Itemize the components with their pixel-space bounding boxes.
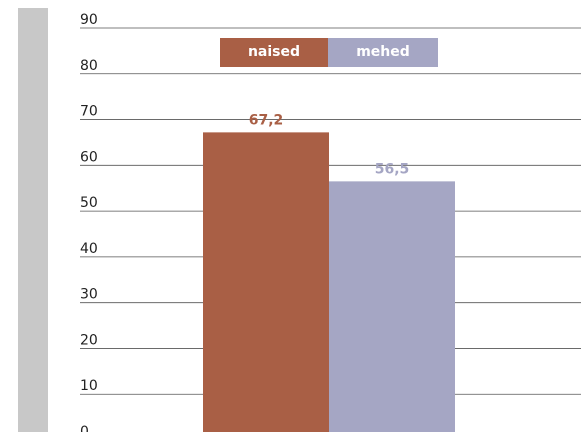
y-tick-label: 80 xyxy=(80,58,98,74)
bar xyxy=(329,181,455,432)
legend-label: naised xyxy=(248,44,300,60)
legend-label: mehed xyxy=(356,44,410,60)
y-tick-label: 30 xyxy=(80,287,98,303)
y-tick-label: 10 xyxy=(80,378,98,394)
y-tick-label: 90 xyxy=(80,12,98,28)
y-tick-label: 50 xyxy=(80,195,98,211)
y-tick-label: 70 xyxy=(80,104,98,120)
side-panel xyxy=(18,8,48,432)
y-tick-label: 20 xyxy=(80,332,98,348)
bar xyxy=(203,132,329,432)
legend-swatch xyxy=(220,38,328,67)
value-label: 67,2 xyxy=(249,112,284,128)
y-tick-label: 40 xyxy=(80,241,98,257)
legend-swatch xyxy=(328,38,438,67)
y-tick-label: 60 xyxy=(80,149,98,165)
y-tick-label: 0 xyxy=(80,424,89,432)
value-label: 56,5 xyxy=(375,161,410,177)
